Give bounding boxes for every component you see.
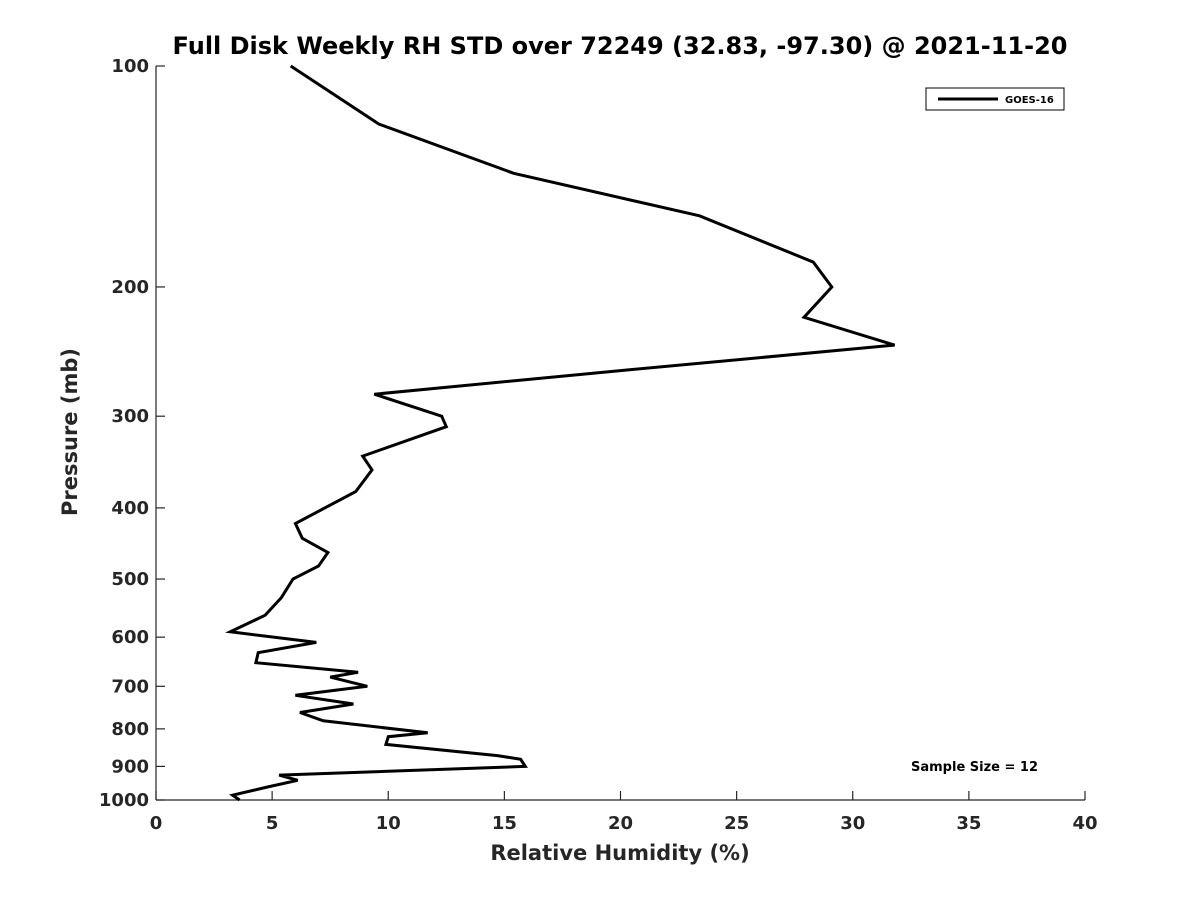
axes: 0 5 10 15 20 25 30 35 40 100 200 300 400 500 600 700 800…	[99, 56, 1098, 834]
y-tick-label: 1000	[99, 790, 149, 811]
x-tick-label: 0	[150, 813, 163, 834]
x-tick-label: 25	[724, 813, 749, 834]
x-tick-label: 10	[376, 813, 401, 834]
legend-label-goes-16: GOES-16	[1005, 95, 1054, 106]
y-tick-label: 200	[111, 277, 149, 298]
y-tick-label: 900	[111, 756, 149, 777]
x-tick-label: 35	[956, 813, 981, 834]
x-axis-label: Relative Humidity (%)	[490, 841, 749, 865]
x-tick-label: 20	[608, 813, 633, 834]
x-tick-label: 5	[266, 813, 279, 834]
legend: GOES-16	[925, 87, 1065, 111]
y-axis-label: Pressure (mb)	[58, 348, 82, 516]
y-tick-label: 700	[111, 676, 149, 697]
y-tick-label: 400	[111, 498, 149, 519]
x-tick-label: 15	[492, 813, 517, 834]
plot-area	[225, 64, 896, 802]
sample-size-annotation: Sample Size = 12	[911, 760, 1038, 775]
series-line-goes-16	[225, 64, 896, 802]
y-tick-label: 600	[111, 627, 149, 648]
x-tick-label: 40	[1072, 813, 1097, 834]
chart-title: Full Disk Weekly RH STD over 72249 (32.8…	[173, 32, 1068, 60]
y-tick-label: 100	[111, 56, 149, 77]
y-tick-label: 800	[111, 719, 149, 740]
y-tick-label: 500	[111, 569, 149, 590]
y-tick-label: 300	[111, 406, 149, 427]
x-tick-label: 30	[840, 813, 865, 834]
